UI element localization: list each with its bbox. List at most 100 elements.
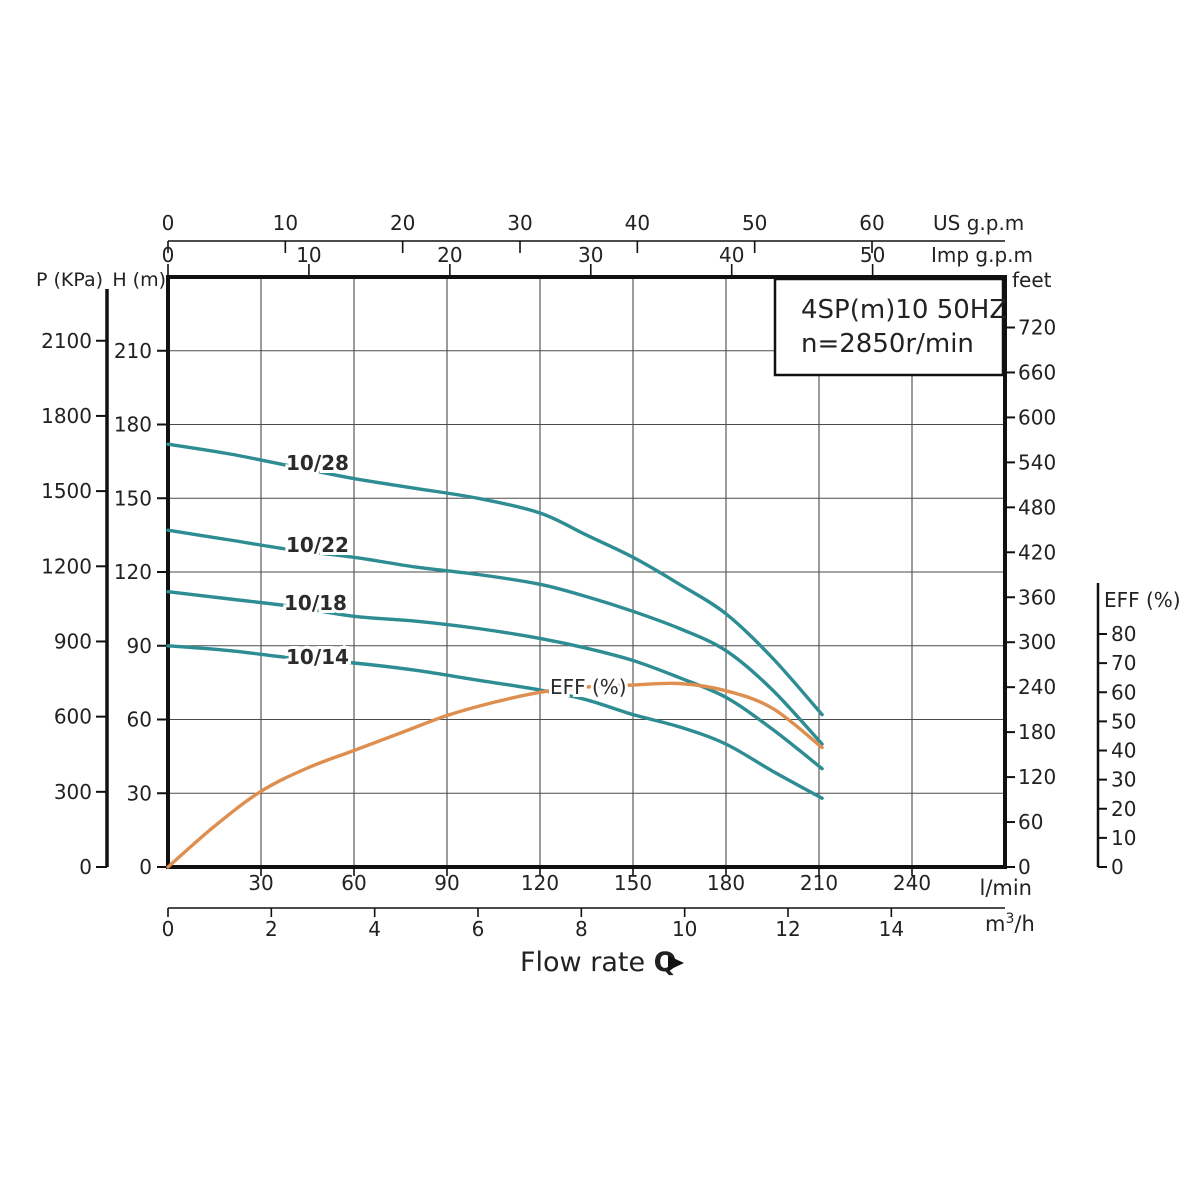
us-gpm-axis-title: US g.p.m xyxy=(933,211,1024,235)
eff-tick-label: 50 xyxy=(1111,709,1136,733)
series-10-22 xyxy=(166,528,824,746)
head-tick-label: 210 xyxy=(114,339,152,363)
lmin-tick-label: 210 xyxy=(800,871,838,895)
m3h-tick-label: 6 xyxy=(472,917,485,941)
lmin-tick-label: 240 xyxy=(893,871,931,895)
feet-tick-label: 660 xyxy=(1018,360,1056,384)
x-axis-imp-gpm: 0 10 20 30 40 50 Imp g.p.m xyxy=(162,243,1033,277)
us-gpm-tick-label: 20 xyxy=(390,211,415,235)
eff-curve-annotation: EFF (%) xyxy=(550,675,627,699)
head-tick-label: 120 xyxy=(114,560,152,584)
feet-tick-label: 60 xyxy=(1018,810,1043,834)
pressure-tick-label: 2100 xyxy=(41,329,92,353)
pressure-tick-label: 900 xyxy=(54,629,92,653)
pressure-tick-label: 1800 xyxy=(41,404,92,428)
curve-label-10-22: 10/22 xyxy=(286,533,349,557)
eff-tick-label: 80 xyxy=(1111,622,1136,646)
feet-tick-label: 720 xyxy=(1018,316,1056,340)
lmin-tick-label: 30 xyxy=(248,871,273,895)
x-axis-m3h: 0 2 4 6 8 10 12 14 m3/h xyxy=(162,907,1035,941)
chart-title: 4SP(m)10 50HZ xyxy=(801,295,1007,325)
imp-gpm-tick-label: 10 xyxy=(296,243,321,267)
series-10-28 xyxy=(166,442,824,717)
series-10-14 xyxy=(166,644,824,800)
feet-tick-label: 180 xyxy=(1018,720,1056,744)
feet-tick-label: 300 xyxy=(1018,630,1056,654)
m3h-tick-label: 4 xyxy=(368,917,381,941)
m3h-tick-label: 10 xyxy=(672,917,697,941)
x-axis-lmin: 30 60 90 120 150 180 210 240 l/min xyxy=(248,867,1032,900)
feet-tick-label: 480 xyxy=(1018,495,1056,519)
head-tick-label: 90 xyxy=(127,634,152,658)
head-tick-label: 60 xyxy=(127,708,152,732)
m3h-tick-label: 0 xyxy=(162,917,175,941)
feet-tick-label: 120 xyxy=(1018,765,1056,789)
pressure-tick-label: 1200 xyxy=(41,554,92,578)
curve-label-10-18: 10/18 xyxy=(284,591,347,615)
eff-tick-label: 0 xyxy=(1111,855,1124,879)
y-axis-head: 0 30 60 90 120 150 180 210 H (m) xyxy=(112,269,168,879)
us-gpm-tick-label: 30 xyxy=(507,211,532,235)
lmin-tick-label: 60 xyxy=(341,871,366,895)
chart-subtitle: n=2850r/min xyxy=(801,329,974,359)
x-axis-us-gpm: 0 10 20 30 40 50 60 US g.p.m xyxy=(162,211,1024,253)
us-gpm-tick-label: 50 xyxy=(742,211,767,235)
pressure-tick-label: 0 xyxy=(79,855,92,879)
m3h-tick-label: 8 xyxy=(575,917,588,941)
feet-tick-label: 540 xyxy=(1018,450,1056,474)
imp-gpm-tick-label: 40 xyxy=(719,243,744,267)
pressure-tick-label: 1500 xyxy=(41,479,92,503)
flow-rate-label: Flow rate Q xyxy=(520,947,684,978)
m3h-tick-label: 2 xyxy=(265,917,278,941)
lmin-tick-label: 90 xyxy=(434,871,459,895)
feet-tick-label: 420 xyxy=(1018,540,1056,564)
feet-tick-label: 600 xyxy=(1018,405,1056,429)
eff-tick-label: 10 xyxy=(1111,826,1136,850)
series-curves xyxy=(166,442,824,869)
title-box: 4SP(m)10 50HZ n=2850r/min xyxy=(773,277,1007,377)
feet-tick-label: 360 xyxy=(1018,585,1056,609)
us-gpm-tick-label: 60 xyxy=(859,211,884,235)
head-tick-label: 30 xyxy=(127,781,152,805)
imp-gpm-tick-label: 50 xyxy=(860,243,885,267)
xlabel-text: Flow rate Q xyxy=(520,947,677,978)
imp-gpm-tick-label: 30 xyxy=(578,243,603,267)
lmin-tick-label: 120 xyxy=(521,871,559,895)
curve-label-10-28: 10/28 xyxy=(286,451,349,475)
head-tick-label: 150 xyxy=(114,486,152,510)
eff-tick-label: 70 xyxy=(1111,651,1136,675)
eff-tick-label: 20 xyxy=(1111,797,1136,821)
pressure-tick-label: 600 xyxy=(54,705,92,729)
eff-tick-label: 40 xyxy=(1111,739,1136,763)
us-gpm-tick-label: 40 xyxy=(625,211,650,235)
lmin-tick-label: 180 xyxy=(707,871,745,895)
imp-gpm-axis-title: Imp g.p.m xyxy=(931,243,1033,267)
series-10-18 xyxy=(166,590,824,771)
us-gpm-tick-label: 0 xyxy=(162,211,175,235)
eff-tick-label: 30 xyxy=(1111,768,1136,792)
feet-tick-label: 240 xyxy=(1018,675,1056,699)
eff-tick-label: 60 xyxy=(1111,680,1136,704)
m3h-tick-label: 12 xyxy=(775,917,800,941)
feet-tick-label: 0 xyxy=(1018,855,1031,879)
head-tick-label: 0 xyxy=(139,855,152,879)
feet-axis-title: feet xyxy=(1012,268,1052,292)
us-gpm-tick-label: 10 xyxy=(273,211,298,235)
y-axis-feet: 0 60 120 180 240 300 360 420 480 540 600 660 720 feet xyxy=(1005,268,1056,879)
head-tick-label: 180 xyxy=(114,413,152,437)
pressure-tick-label: 300 xyxy=(54,780,92,804)
head-axis-title: H (m) xyxy=(112,269,166,291)
eff-axis-title: EFF (%) xyxy=(1104,588,1181,612)
lmin-axis-title: l/min xyxy=(979,876,1032,900)
flow-direction-arrow-icon xyxy=(668,955,684,971)
series-eff- xyxy=(166,681,824,869)
imp-gpm-tick-label: 0 xyxy=(162,243,175,267)
pressure-axis-title: P (KPa) xyxy=(36,269,103,291)
grid xyxy=(168,277,1006,867)
m3h-tick-label: 14 xyxy=(879,917,904,941)
series-labels: 10/28 10/22 10/18 10/14 EFF (%) xyxy=(281,448,630,702)
title-box-frame xyxy=(773,277,1005,377)
lmin-tick-label: 150 xyxy=(614,871,652,895)
